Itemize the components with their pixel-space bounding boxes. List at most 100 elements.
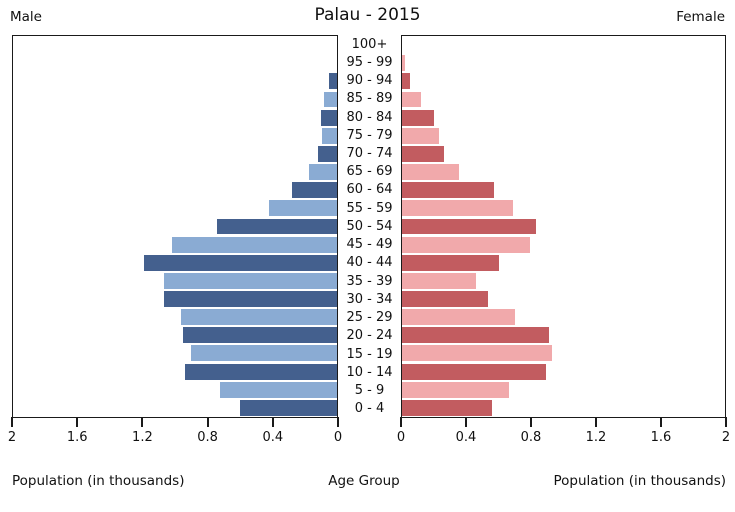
female-bar-row [402,145,725,163]
male-axis-ticks [11,417,339,427]
age-label-100plus: 100+ [351,36,388,52]
female-axis-tick-label-0.8: 0.8 [520,430,542,445]
xlabel-left: Population (in thousands) [12,473,185,489]
age-label-30-34: 30 - 34 [346,291,393,307]
age-label-45-49: 45 - 49 [346,237,393,253]
female-bar-row [402,236,725,254]
female-bar-row [402,308,725,326]
male-bar-row [13,308,337,326]
age-label-95-99: 95 - 99 [346,54,393,70]
female-axis-tick-label-0.4: 0.4 [455,430,477,445]
male-bar-row [13,199,337,217]
female-bar-25-29 [402,309,516,326]
female-bar-row [402,72,725,90]
female-bar-75-79 [402,127,440,144]
female-axis-tick-mark-0 [400,417,402,427]
male-axis-tick-mark-0.8 [206,417,209,427]
female-bar-row [402,90,725,108]
male-bar-row [13,344,337,362]
male-bar-row [13,399,337,417]
age-label-5-9: 5 - 9 [354,383,385,399]
age-label-25-29: 25 - 29 [346,310,393,326]
female-bar-row [402,254,725,272]
age-label-10-14: 10 - 14 [346,364,393,380]
male-bar-20-24 [183,327,337,344]
age-label-75-79: 75 - 79 [346,127,393,143]
female-axis-ticks [400,417,727,427]
female-bar-row [402,54,725,72]
female-bar-row [402,163,725,181]
male-axis-tick-mark-2 [11,417,13,427]
female-axis-tick-mark-1.2 [595,417,597,427]
female-bar-55-59 [402,200,514,217]
age-label-40-44: 40 - 44 [346,255,393,271]
age-label-85-89: 85 - 89 [346,91,393,107]
female-bar-10-14 [402,363,546,380]
xlabel-right: Population (in thousands) [553,473,726,489]
male-bar-10-14 [184,363,337,380]
female-bar-80-84 [402,109,435,126]
male-bar-40-44 [144,254,337,271]
female-bar-row [402,290,725,308]
female-bar-70-74 [402,145,444,162]
male-bar-25-29 [181,309,337,326]
male-bar-row [13,90,337,108]
male-bar-row [13,290,337,308]
female-bar-40-44 [402,254,499,271]
female-bar-row [402,109,725,127]
male-bar-row [13,181,337,199]
female-bar-95-99 [402,55,406,72]
female-axis-tick-mark-1.6 [660,417,662,427]
female-bar-30-34 [402,291,488,308]
female-axis-tick-mark-2 [725,417,727,427]
female-axis-tick-labels: 0 0.4 0.8 1.2 1.6 2 [397,430,730,446]
male-axis-tick-label-1.2: 1.2 [132,430,153,445]
male-bar-row [13,145,337,163]
age-label-15-19: 15 - 19 [346,346,393,362]
chart-title: Palau - 2015 [314,5,421,25]
male-axis-tick-label-0.8: 0.8 [197,430,218,445]
female-bar-50-54 [402,218,537,235]
female-axis-tick-label-1.2: 1.2 [585,430,607,445]
female-bar-60-64 [402,182,495,199]
female-bar-row [402,272,725,290]
male-bar-30-34 [163,291,337,308]
male-axis-tick-label-0.4: 0.4 [262,430,284,445]
female-bar-row [402,36,725,54]
female-bars-panel [401,35,726,418]
female-side-label: Female [676,9,725,25]
male-bar-50-54 [217,218,337,235]
female-bar-15-19 [402,345,553,362]
male-bar-15-19 [191,345,337,362]
male-bar-35-39 [163,272,337,289]
female-bar-row [402,127,725,145]
male-bar-row [13,36,337,54]
female-bar-row [402,344,725,362]
male-bars-panel [12,35,338,418]
female-bar-5-9 [402,381,509,398]
male-bar-row [13,54,337,72]
age-label-20-24: 20 - 24 [346,328,393,344]
female-bar-row [402,217,725,235]
female-bar-85-89 [402,91,422,108]
male-bar-55-59 [268,200,337,217]
male-bar-45-49 [171,236,337,253]
male-bar-90-94 [328,73,337,90]
age-label-90-94: 90 - 94 [346,73,393,89]
female-bar-90-94 [402,73,411,90]
male-bar-5-9 [220,381,337,398]
female-bar-row [402,181,725,199]
female-bar-row [402,363,725,381]
male-side-label: Male [10,9,42,25]
male-bar-85-89 [324,91,337,108]
female-bar-row [402,199,725,217]
age-label-0-4: 0 - 4 [354,401,385,417]
male-bar-row [13,163,337,181]
male-axis-tick-label-1.6: 1.6 [66,430,88,445]
female-bar-20-24 [402,327,549,344]
male-axis-tick-mark-1.2 [141,417,144,427]
age-label-50-54: 50 - 54 [346,218,393,234]
male-axis-tick-mark-1.6 [76,417,79,427]
female-axis-tick-mark-0.4 [465,417,467,427]
